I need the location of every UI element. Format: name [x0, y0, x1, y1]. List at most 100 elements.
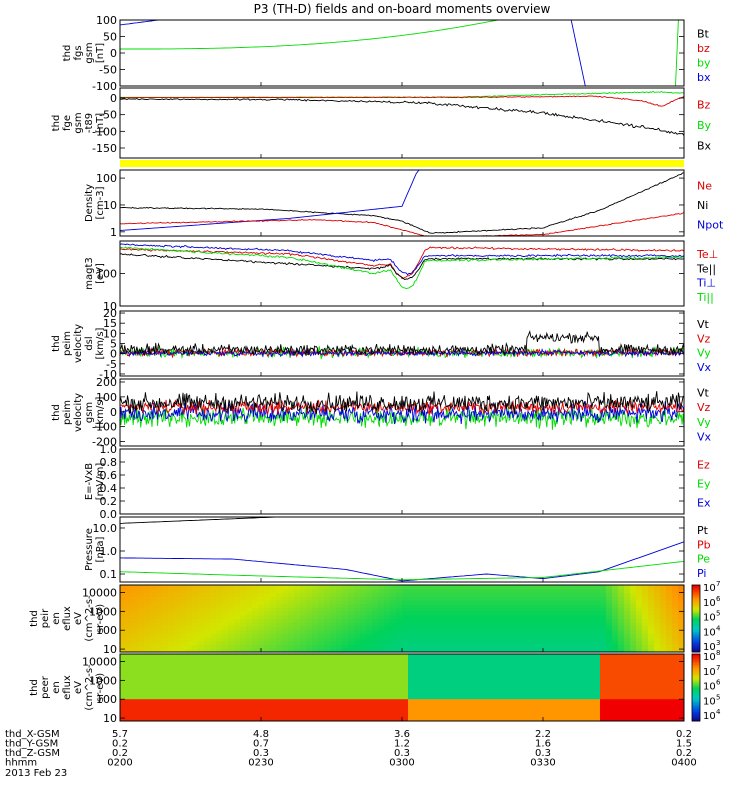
heatmap-cell: [594, 709, 601, 715]
heatmap-cell: [348, 629, 355, 634]
heatmap-cell: [276, 625, 283, 631]
heatmap-cell: [444, 614, 451, 620]
heatmap-cell: [300, 698, 307, 703]
heatmap-cell: [378, 596, 385, 601]
heatmap-cell: [456, 585, 463, 590]
heatmap-cell: [144, 706, 151, 711]
heatmap-cell: [444, 585, 451, 590]
heatmap-cell: [552, 698, 559, 703]
heatmap-cell: [390, 596, 397, 601]
heatmap-cell: [180, 644, 187, 649]
heatmap-cell: [534, 657, 541, 662]
heatmap-cell: [126, 648, 133, 652]
heatmap-cell: [480, 596, 487, 601]
heatmap-cell: [246, 596, 253, 601]
heatmap-cell: [372, 633, 379, 638]
heatmap-cell: [444, 603, 451, 608]
heatmap-cell: [294, 644, 301, 649]
heatmap-cell: [666, 706, 673, 711]
heatmap-cell: [120, 599, 127, 605]
heatmap-cell: [522, 657, 529, 662]
heatmap-cell: [402, 585, 409, 590]
heatmap-cell: [444, 698, 451, 703]
heatmap-cell: [276, 698, 283, 703]
heatmap-cell: [468, 713, 475, 718]
heatmap-cell: [306, 668, 313, 674]
heatmap-cell: [282, 629, 289, 634]
heatmap-cell: [318, 661, 325, 666]
heatmap-cell: [186, 676, 193, 681]
heatmap-cell: [132, 702, 139, 707]
heatmap-cell: [420, 625, 427, 631]
heatmap-cell: [306, 622, 313, 627]
heatmap-cell: [120, 644, 127, 649]
heatmap-cell: [594, 654, 601, 659]
heatmap-cell: [630, 603, 637, 608]
x-axis-row-label: thd_X-GSM: [5, 729, 60, 740]
heatmap-cell: [354, 640, 361, 646]
heatmap-cell: [180, 607, 187, 612]
heatmap-cell: [486, 717, 493, 721]
heatmap-cell: [306, 706, 313, 711]
heatmap-cell: [390, 698, 397, 703]
y-tick-label: 0: [110, 47, 117, 60]
heatmap-cell: [234, 702, 241, 707]
heatmap-cell: [324, 654, 331, 659]
heatmap-cell: [144, 644, 151, 649]
heatmap-cell: [234, 614, 241, 620]
series-by: [120, 20, 684, 50]
heatmap-cell: [240, 654, 247, 659]
heatmap-cell: [150, 592, 157, 597]
heatmap-cell: [672, 713, 679, 718]
heatmap-cell: [324, 717, 331, 721]
heatmap-cell: [306, 611, 313, 616]
heatmap-cell: [396, 676, 403, 681]
heatmap-cell: [228, 648, 235, 652]
heatmap-cell: [336, 672, 343, 677]
heatmap-cell: [306, 648, 313, 652]
heatmap-cell: [660, 644, 667, 649]
y-tick-label: 0.6: [100, 469, 118, 482]
heatmap-cell: [288, 607, 295, 612]
heatmap-cell: [396, 596, 403, 601]
heatmap-cell: [600, 706, 607, 711]
heatmap-cell: [372, 680, 379, 685]
heatmap-cell: [666, 633, 673, 638]
heatmap-cell: [186, 672, 193, 677]
heatmap-cell: [174, 588, 181, 593]
heatmap-cell: [486, 694, 493, 700]
heatmap-cell: [378, 687, 385, 692]
heatmap-cell: [348, 668, 355, 674]
heatmap-cell: [282, 618, 289, 623]
heatmap-cell: [516, 596, 523, 601]
heatmap-cell: [204, 713, 211, 718]
heatmap-cell: [252, 611, 259, 616]
colorbar-step: [692, 692, 700, 695]
heatmap-cell: [588, 640, 595, 646]
heatmap-cell: [576, 629, 583, 634]
heatmap-cell: [438, 691, 445, 696]
heatmap-cell: [384, 672, 391, 677]
heatmap-cell: [474, 640, 481, 646]
heatmap-cell: [270, 618, 277, 623]
heatmap-cell: [666, 661, 673, 666]
heatmap-cell: [144, 599, 151, 605]
heatmap-cell: [654, 665, 661, 670]
heatmap-cell: [240, 611, 247, 616]
heatmap-cell: [318, 683, 325, 689]
heatmap-cell: [420, 680, 427, 685]
heatmap-cell: [558, 680, 565, 685]
heatmap-cell: [624, 657, 631, 662]
heatmap-cell: [126, 622, 133, 627]
heatmap-cell: [372, 691, 379, 696]
heatmap-cell: [168, 672, 175, 677]
heatmap-cell: [588, 618, 595, 623]
heatmap-cell: [156, 592, 163, 597]
heatmap-cell: [648, 680, 655, 685]
heatmap-cell: [258, 676, 265, 681]
heatmap-cell: [636, 607, 643, 612]
heatmap-cell: [540, 702, 547, 707]
heatmap-cell: [642, 588, 649, 593]
heatmap-cell: [462, 657, 469, 662]
heatmap-cell: [636, 683, 643, 689]
